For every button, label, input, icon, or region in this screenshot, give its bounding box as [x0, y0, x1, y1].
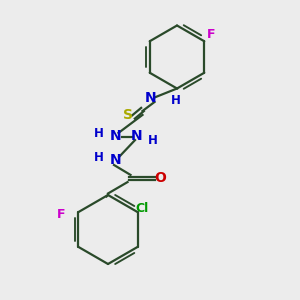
Text: N: N: [145, 91, 157, 104]
Text: Cl: Cl: [136, 202, 149, 215]
Text: F: F: [57, 208, 66, 221]
Text: O: O: [154, 172, 166, 185]
Text: H: H: [148, 134, 158, 148]
Text: H: H: [94, 151, 104, 164]
Text: N: N: [110, 154, 121, 167]
Text: N: N: [110, 130, 121, 143]
Text: H: H: [94, 127, 104, 140]
Text: N: N: [131, 130, 142, 143]
Text: H: H: [171, 94, 180, 107]
Text: S: S: [123, 108, 133, 122]
Text: F: F: [207, 28, 216, 41]
